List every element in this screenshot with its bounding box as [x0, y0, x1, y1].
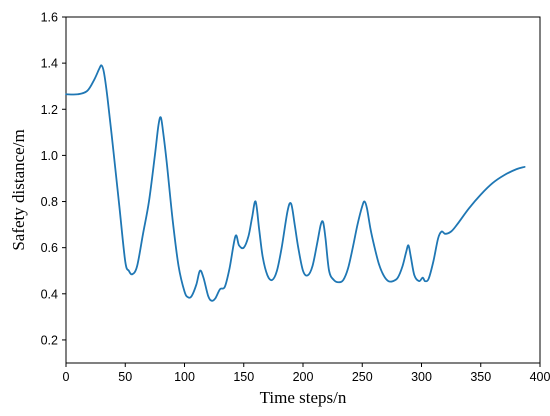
- y-tick-label: 1.0: [41, 149, 58, 163]
- y-tick-label: 0.8: [41, 195, 58, 209]
- x-tick-label: 50: [118, 370, 132, 384]
- y-tick-label: 0.2: [41, 333, 58, 347]
- y-tick-label: 1.2: [41, 103, 58, 117]
- y-tick-label: 1.4: [41, 57, 58, 71]
- x-tick-label: 100: [174, 370, 195, 384]
- x-axis-ticks: 0 50 100 150 200 250 300 350 400: [63, 363, 550, 384]
- x-tick-label: 150: [233, 370, 254, 384]
- series-layer: [65, 64, 526, 302]
- x-tick-label: 400: [530, 370, 550, 384]
- y-axis-label: Safety distance/m: [9, 129, 28, 250]
- y-axis-ticks: 0.2 0.4 0.6 0.8 1.0 1.2 1.4 1.6: [41, 11, 66, 347]
- x-tick-label: 250: [352, 370, 373, 384]
- x-axis-label: Time steps/n: [260, 388, 347, 407]
- x-tick-label: 300: [411, 370, 432, 384]
- y-tick-label: 1.6: [41, 11, 58, 25]
- x-tick-label: 200: [293, 370, 314, 384]
- y-tick-label: 0.6: [41, 241, 58, 255]
- series-line-0: [65, 64, 526, 302]
- x-tick-label: 350: [470, 370, 491, 384]
- y-tick-label: 0.4: [41, 287, 58, 301]
- plot-area: [65, 16, 541, 364]
- x-tick-label: 0: [63, 370, 70, 384]
